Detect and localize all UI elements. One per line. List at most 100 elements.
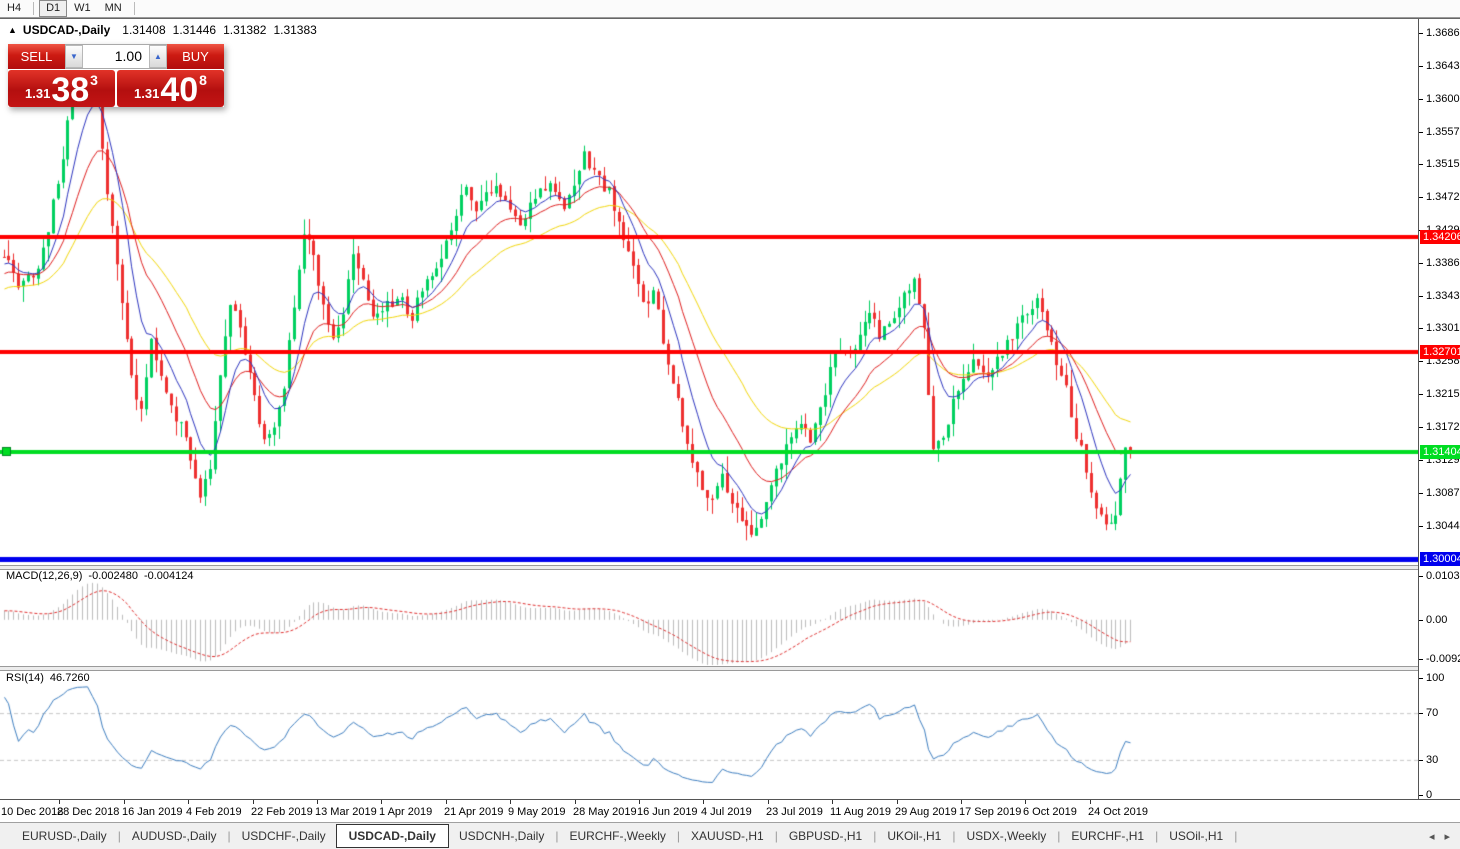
tab-separator: |	[1057, 829, 1061, 843]
macd-indicator-canvas[interactable]	[0, 568, 1418, 666]
sell-quote-box[interactable]: 1.31 38 3	[8, 70, 115, 107]
date-label: 4 Jul 2019	[701, 806, 752, 818]
toolbar-separator	[33, 2, 35, 15]
tab-separator: |	[117, 829, 121, 843]
tab-separator: |	[676, 829, 681, 843]
buy-price-pipette: 8	[199, 72, 207, 88]
chart-tab-ukoil-h1[interactable]: UKOil-,H1	[887, 829, 942, 843]
macd-axis-tick: 0.010311	[1418, 570, 1460, 582]
date-label: 1 Apr 2019	[379, 806, 433, 818]
date-tick	[124, 800, 125, 804]
tab-separator: |	[1234, 829, 1238, 843]
chart-symbol-label: USDCAD-,Daily	[22, 23, 111, 37]
price-axis-tick: 1.31720	[1419, 421, 1460, 433]
price-axis-tick: 1.30870	[1419, 487, 1460, 499]
timeframe-button-h4[interactable]: H4	[7, 2, 22, 14]
buy-button[interactable]: BUY	[167, 44, 224, 69]
timeframe-button-w1[interactable]: W1	[74, 2, 91, 14]
one-click-trading-panel: SELL ▼ 1.00 ▲ BUY 1.31 38 3 1.31 40 8	[8, 44, 224, 107]
tab-separator: |	[555, 829, 559, 843]
pane-splitter-rsi[interactable]	[0, 666, 1460, 671]
volume-decrease-icon[interactable]: ▼	[65, 45, 83, 68]
tab-separator: |	[952, 829, 956, 843]
tab-separator: |	[1155, 829, 1159, 843]
pane-splitter-macd[interactable]	[0, 565, 1460, 570]
chart-tab-gbpusd-h1[interactable]: GBPUSD-,H1	[788, 829, 863, 843]
date-tick	[703, 800, 704, 804]
date-tick	[253, 800, 254, 804]
date-axis[interactable]: 10 Dec 2018 28 Dec 2018 16 Jan 2019 4 Feb 2…	[0, 799, 1460, 821]
price-axis-tick: 1.35570	[1419, 126, 1460, 138]
date-label: 4 Feb 2019	[186, 806, 242, 818]
price-tag-1.31404: 1.31404	[1420, 444, 1460, 459]
price-axis[interactable]: 1.36860 1.36430 1.36000 1.35570 1.35150 1.347…	[1418, 19, 1460, 801]
price-tag-1.34206: 1.34206	[1420, 229, 1460, 244]
rsi-indicator-canvas[interactable]	[0, 669, 1418, 797]
ohlc-close: 1.31383	[273, 23, 317, 37]
price-axis-tick: 1.33430	[1419, 290, 1460, 302]
price-axis-tick: 1.30440	[1419, 520, 1460, 532]
buy-price-prefix: 1.31	[134, 86, 160, 101]
date-tick	[446, 800, 447, 804]
price-axis-tick: 1.33010	[1419, 322, 1460, 334]
ohlc-low: 1.31382	[223, 23, 267, 37]
rsi-axis-tick: 100	[1418, 672, 1445, 684]
price-chart-canvas[interactable]	[0, 19, 1418, 565]
volume-input[interactable]: 1.00	[83, 45, 149, 68]
date-tick	[59, 800, 60, 804]
date-label: 17 Sep 2019	[959, 806, 1022, 818]
date-tick	[897, 800, 898, 804]
date-tick	[317, 800, 318, 804]
date-label: 24 Oct 2019	[1088, 806, 1148, 818]
timeframe-button-mn[interactable]: MN	[104, 2, 122, 14]
tab-separator: |	[774, 829, 778, 843]
price-axis-tick: 1.35150	[1419, 158, 1460, 170]
macd-main-value: -0.002480	[88, 570, 138, 582]
chart-tab-eurchf-h1[interactable]: EURCHF-,H1	[1071, 829, 1145, 843]
ohlc-open: 1.31408	[122, 23, 166, 37]
date-label: 11 Aug 2019	[830, 806, 891, 818]
timeframe-button-d1[interactable]: D1	[39, 0, 68, 17]
date-tick	[575, 800, 576, 804]
chart-tab-eurusd-daily[interactable]: EURUSD-,Daily	[22, 829, 107, 843]
chart-tab-usdx-weekly[interactable]: USDX-,Weekly	[966, 829, 1047, 843]
rsi-label: RSI(14) 46.7260	[6, 672, 90, 684]
rsi-axis-tick: 70	[1418, 707, 1439, 720]
date-tick	[510, 800, 511, 804]
timeframe-toolbar: H4 D1 W1 MN	[0, 0, 1460, 18]
ohlc-high: 1.31446	[172, 23, 217, 37]
price-axis-tick: 1.32150	[1419, 388, 1460, 400]
buy-price-main: 40	[160, 71, 199, 109]
collapse-arrow-icon[interactable]: ▲	[8, 25, 17, 35]
chart-tab-audusd-daily[interactable]: AUDUSD-,Daily	[131, 829, 217, 843]
price-axis-tick: 1.36000	[1419, 93, 1460, 105]
rsi-axis-tick: 0	[1418, 789, 1433, 801]
macd-axis-tick: 0.00	[1418, 613, 1448, 626]
sell-button[interactable]: SELL	[8, 44, 65, 69]
chart-tab-xauusd-h1[interactable]: XAUUSD-,H1	[691, 829, 764, 843]
tab-scroll-right-icon[interactable]: ▸	[1444, 831, 1450, 843]
date-tick	[961, 800, 962, 804]
price-axis-tick: 1.34720	[1419, 191, 1460, 203]
date-tick	[381, 800, 382, 804]
volume-increase-icon[interactable]: ▲	[149, 45, 167, 68]
chart-tab-usoil-h1[interactable]: USOil-,H1	[1169, 829, 1224, 843]
date-tick	[1090, 800, 1091, 804]
chart-tab-eurchf-weekly[interactable]: EURCHF-,Weekly	[569, 829, 666, 843]
chart-tab-usdcad-daily[interactable]: USDCAD-,Daily	[335, 824, 449, 848]
chart-tab-usdchf-daily[interactable]: USDCHF-,Daily	[241, 829, 326, 843]
macd-label: MACD(12,26,9) -0.002480 -0.004124	[6, 570, 194, 582]
buy-quote-box[interactable]: 1.31 40 8	[117, 70, 224, 107]
date-label: 9 May 2019	[508, 806, 566, 818]
date-label: 16 Jun 2019	[637, 806, 698, 818]
tab-scroll-left-icon[interactable]: ◂	[1428, 831, 1435, 843]
date-label: 21 Apr 2019	[444, 806, 504, 818]
price-axis-tick: 1.36430	[1419, 60, 1460, 72]
sell-price-prefix: 1.31	[25, 86, 51, 101]
toolbar-separator	[133, 2, 135, 15]
chart-tab-usdcnh-daily[interactable]: USDCNH-,Daily	[458, 829, 545, 843]
price-tag-1.32701: 1.32701	[1420, 345, 1460, 360]
chart-header: ▲ USDCAD-,Daily 1.31408 1.31446 1.31382 …	[8, 23, 324, 37]
date-label: 16 Jan 2019	[122, 806, 183, 818]
